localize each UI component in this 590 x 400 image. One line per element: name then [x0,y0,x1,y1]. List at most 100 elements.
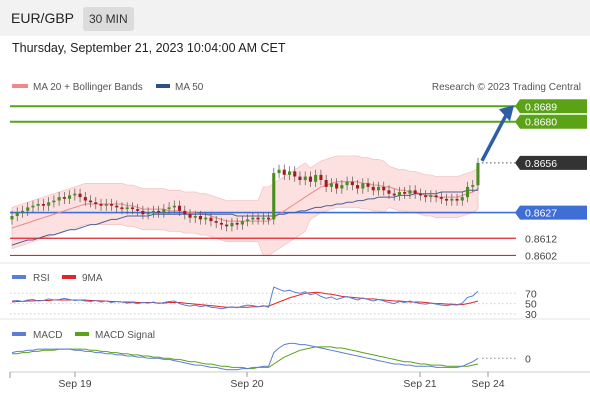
ma20-line [11,181,479,229]
macd-line [11,342,479,371]
rsi-legend-swatch [12,275,26,279]
candle-body [308,176,312,182]
candle-body [408,190,412,194]
macd-legend-swatch [12,332,26,336]
price-tag-label-0.8656: 0.8656 [525,158,557,170]
macd-panel: 0 [11,342,531,371]
instrument-pair: EUR/GBP [11,10,75,26]
price-tag-0.8689 [515,99,587,114]
candle-body [130,207,134,210]
candle-body [340,185,344,189]
rsi-level-label-30: 30 [525,309,537,321]
candle-body [335,183,339,189]
candle-body [476,162,480,186]
candle-body [78,193,82,198]
candle-body [198,216,202,220]
price-tag-label-0.8627: 0.8627 [525,208,557,220]
macd-legend-label: MACD [33,330,62,341]
candle-body [68,195,72,199]
candle-body [57,197,61,201]
candle-body [450,198,454,201]
macd-signal-legend-label: MACD Signal [95,330,155,341]
candle-body [256,217,260,220]
bollinger-band-area [11,155,479,256]
forecast-arrow-head [499,105,514,122]
candle-body [36,204,40,206]
candle-body [178,205,182,211]
candle-body [219,222,223,225]
candle-body [214,221,218,223]
candle-body [429,195,433,198]
candle-body [15,212,19,216]
candle-body [120,207,124,210]
candle-body [439,197,443,199]
candle-body [413,190,417,194]
candle-body [73,193,77,196]
price-tag-label-0.8689: 0.8689 [525,101,557,113]
candle-body [345,181,349,186]
rsi-legend-label: RSI [33,273,50,284]
forecast-arrow [480,105,514,162]
ma50-legend-label: MA 50 [175,82,204,93]
candle-body [204,217,208,220]
candle-body [387,190,391,194]
candle-body [261,217,265,220]
candle-body [20,210,24,213]
candle-body [434,195,438,198]
candle-body [272,173,276,220]
timeframe-button[interactable]: 30 MIN [83,7,134,31]
candle-body [293,171,297,177]
rsi-line [11,286,479,310]
watermark: Research © 2023 Trading Central [432,82,581,93]
candle-body [240,221,244,225]
candle-body [31,205,35,208]
candle-body [288,171,292,175]
rsi-legend: RSI 9MA [12,273,103,284]
candle-body [146,212,150,215]
candle-body [277,169,281,174]
candle-body [225,224,229,227]
x-tick-label-Sep-19: Sep 19 [58,378,91,390]
candle-body [52,200,56,203]
rsi-ma-legend-label: 9MA [82,273,103,284]
macd-signal-line [12,346,479,370]
candle-body [188,214,192,218]
chart-header: EUR/GBP 30 MIN [0,0,590,36]
candle-body [115,205,119,208]
candle-body [371,186,375,191]
candle-body [209,217,213,222]
macd-legend: MACD MACD Signal [12,330,155,341]
main-legend: MA 20 + Bollinger Bands MA 50 Research ©… [12,82,581,93]
candle-body [99,204,103,206]
bb-legend-swatch [12,84,28,88]
candle-body [47,202,51,206]
candle-body [329,183,333,187]
candle-body [319,174,323,180]
x-tick-label-Sep-21: Sep 21 [403,378,436,390]
rsi-ma-line [11,291,479,308]
forecast-arrow-shaft [480,114,508,162]
candle-body [267,217,271,220]
candle-body [382,186,386,191]
candle-body [62,197,66,199]
candle-body [193,216,197,218]
candle-body [455,198,459,201]
price-tags: 0.8689 0.8680 0.8656 0.8627 0.8612 0.8602 [515,99,587,262]
candle-body [167,207,171,210]
candle-body [366,183,370,187]
candle-body [157,210,161,213]
price-label-0.8612: 0.8612 [525,233,557,245]
candle-body [314,174,318,182]
candle-body [246,219,250,222]
candle-body [397,192,401,196]
x-tick-label-Sep-24: Sep 24 [471,378,504,390]
candle-body [392,193,396,196]
candle-body [418,193,422,196]
price-tag-0.8680 [515,114,587,129]
candle-body [361,183,365,189]
candle-body [471,185,475,187]
candle-body [141,210,145,215]
x-axis: Sep 19 Sep 20 Sep 21 Sep 24 [58,372,505,390]
candlesticks [10,157,480,232]
